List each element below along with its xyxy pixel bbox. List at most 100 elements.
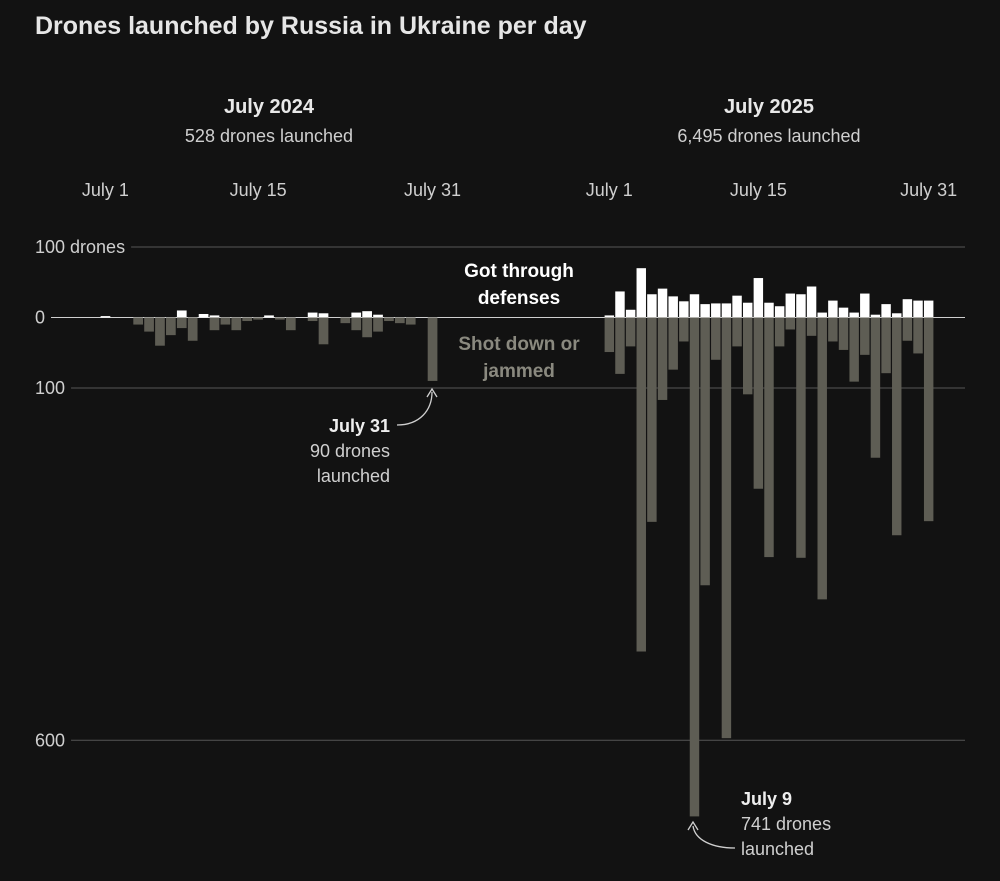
bar xyxy=(242,317,253,322)
bar xyxy=(318,313,329,318)
bar xyxy=(892,317,902,536)
bar xyxy=(679,301,689,318)
bar xyxy=(817,312,827,318)
bar xyxy=(231,317,242,331)
bar xyxy=(220,317,231,325)
annotation-text: 741 drones launched xyxy=(741,814,832,859)
panel-subtitle: 528 drones launched xyxy=(185,126,353,146)
x-tick-label: July 15 xyxy=(730,180,787,200)
x-tick-label: July 31 xyxy=(900,180,957,200)
bar xyxy=(427,317,438,381)
bar xyxy=(307,317,318,322)
legend-label: Got through defenses xyxy=(464,261,574,309)
x-tick-label: July 1 xyxy=(82,180,129,200)
bar xyxy=(806,286,817,318)
bar xyxy=(307,312,318,318)
bar xyxy=(860,293,870,318)
bar xyxy=(253,317,263,320)
bar xyxy=(742,317,753,395)
x-tick-label: July 15 xyxy=(230,180,287,200)
bar xyxy=(753,317,764,489)
bar xyxy=(923,300,934,318)
bar xyxy=(753,278,764,318)
bar xyxy=(764,302,774,318)
bar xyxy=(892,313,902,318)
bar xyxy=(700,317,710,586)
bar xyxy=(828,317,838,342)
annotation-arrowhead xyxy=(426,387,438,398)
bar xyxy=(373,317,383,332)
y-tick-label: 100 xyxy=(35,378,65,398)
bar xyxy=(870,317,881,458)
bar xyxy=(187,317,198,341)
bar xyxy=(785,317,796,330)
bar xyxy=(340,317,351,324)
bar xyxy=(615,291,625,318)
annotation-arrow xyxy=(396,391,433,426)
bar xyxy=(405,317,416,325)
bar xyxy=(657,288,668,318)
bar xyxy=(774,306,785,318)
bar xyxy=(285,317,296,331)
bar xyxy=(711,317,721,360)
bar xyxy=(732,317,742,347)
annotation-text: 90 drones launched xyxy=(309,441,390,486)
bar xyxy=(849,317,859,382)
bar xyxy=(176,310,187,318)
bar xyxy=(849,312,859,318)
bar xyxy=(144,317,154,332)
bar xyxy=(913,317,923,354)
bar xyxy=(721,303,732,318)
y-tick-label: 600 xyxy=(35,730,65,750)
panel-title: July 2024 xyxy=(224,96,315,118)
bar xyxy=(828,300,838,318)
bar xyxy=(711,303,721,318)
bar xyxy=(860,317,870,355)
bar xyxy=(625,317,636,347)
x-tick-label: July 31 xyxy=(404,180,461,200)
bar xyxy=(668,317,678,370)
bar xyxy=(133,317,144,325)
bar xyxy=(668,296,678,318)
annotation-arrow xyxy=(692,825,736,849)
bar xyxy=(647,317,657,522)
bar xyxy=(785,293,796,318)
bar xyxy=(362,317,372,338)
annotation-title: July 31 xyxy=(328,416,390,436)
bar xyxy=(689,317,700,817)
bar xyxy=(902,317,913,341)
bar xyxy=(881,317,891,374)
bar xyxy=(198,313,209,318)
bar xyxy=(362,311,372,318)
bar xyxy=(774,317,785,347)
bar xyxy=(721,317,732,739)
legend-label: Shot down or jammed xyxy=(458,334,580,382)
bar xyxy=(817,317,827,600)
bar xyxy=(679,317,689,342)
bar xyxy=(636,317,646,652)
bar xyxy=(615,317,625,374)
annotation-arrowhead xyxy=(687,820,699,831)
bar xyxy=(913,300,923,318)
bar xyxy=(742,302,753,318)
bar xyxy=(604,315,615,318)
bar xyxy=(764,317,774,558)
bar xyxy=(796,317,806,558)
bar xyxy=(657,317,668,400)
bar xyxy=(351,312,362,318)
bar xyxy=(625,309,636,318)
bar xyxy=(838,307,849,318)
bar xyxy=(275,317,285,320)
y-tick-label: 100 drones xyxy=(35,237,125,257)
bar xyxy=(100,316,111,318)
bar xyxy=(700,304,710,318)
bar xyxy=(176,317,187,329)
bar xyxy=(923,317,934,522)
bar xyxy=(351,317,362,331)
panel-subtitle: 6,495 drones launched xyxy=(677,126,860,146)
bar xyxy=(264,315,274,318)
chart-title: Drones launched by Russia in Ukraine per… xyxy=(35,12,587,40)
bar xyxy=(155,317,165,346)
annotation: July 9 741 drones launched xyxy=(741,787,851,862)
